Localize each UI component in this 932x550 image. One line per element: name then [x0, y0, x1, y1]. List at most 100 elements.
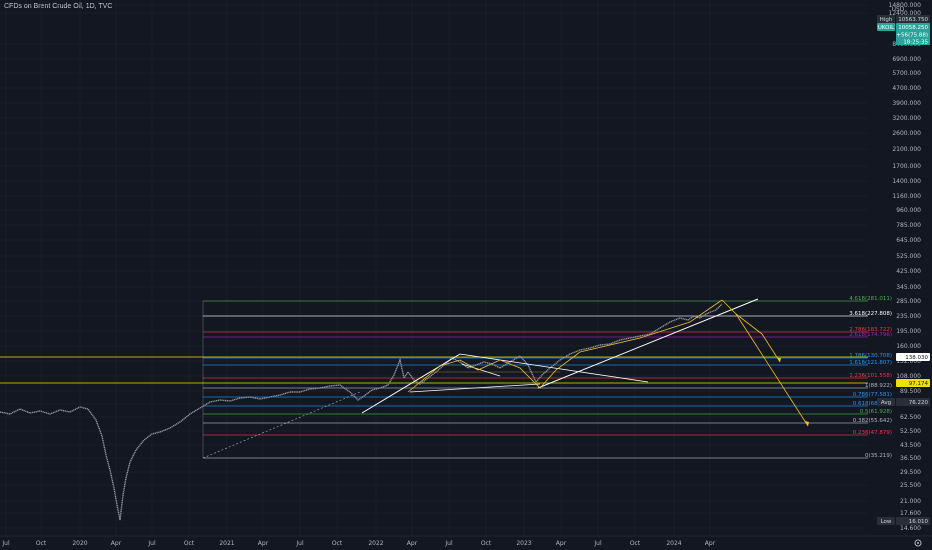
fib-level-label: 3.618(227.808): [849, 311, 892, 317]
price-tag-lvl-138: 138.030: [896, 353, 930, 361]
y-tick-label: 285.000: [896, 298, 921, 305]
price-tag-label: UKOIL: [878, 25, 895, 31]
x-tick-label: Jul: [295, 540, 304, 547]
y-tick-label: 4700.000: [892, 85, 921, 92]
y-tick-label: 2100.000: [892, 146, 921, 153]
y-tick-label: 2600.000: [892, 130, 921, 137]
y-tick-label: 25.500: [900, 482, 921, 489]
chart-title: CFDs on Brent Crude Oil, 1D, TVC: [4, 3, 113, 10]
fib-level-label: 0.5(61.928): [860, 409, 892, 415]
projection-arrow-2[interactable]: [761, 333, 781, 363]
x-tick-label: Apr: [705, 540, 716, 547]
x-tick-label: 2023: [516, 540, 531, 547]
ukoil-sub-text: +56(75.88): [896, 33, 928, 39]
price-tag-low: Low 16.010: [877, 517, 930, 525]
y-tick-label: 29.500: [900, 469, 921, 476]
fib-level-label: 0(35.219): [865, 453, 892, 459]
fib-level-label: 1(88.922): [865, 383, 892, 389]
price-tag-label: Low: [881, 519, 892, 525]
fib-level-label: 2.618(174.796): [849, 332, 892, 338]
y-tick-label: 525.000: [896, 253, 921, 260]
x-tick-label: 2021: [219, 540, 234, 547]
chart-drawings[interactable]: [361, 298, 809, 427]
y-tick-label: 645.000: [896, 237, 921, 244]
x-tick-label: Apr: [556, 540, 567, 547]
projection-arrow-3[interactable]: [735, 313, 809, 427]
y-tick-label: 62.500: [900, 414, 921, 421]
time-axis[interactable]: Jul Oct 2020 Apr Jul Oct 2021 Apr Jul Oct 2022 Apr J…: [0, 535, 932, 547]
y-tick-label: 43.500: [900, 442, 921, 449]
price-tag-lvl-97: 97.174: [896, 379, 930, 387]
chart-grid: [0, 0, 868, 536]
price-tag-avg: Avg 76.220: [877, 398, 930, 406]
x-tick-label: 2022: [368, 540, 383, 547]
y-tick-label: 3200.000: [892, 115, 921, 122]
settings-gear-icon[interactable]: [914, 539, 922, 547]
price-axis[interactable]: USD14800.00012400.0008400.0006900.000570…: [889, 2, 922, 532]
fib-level-label: 0.382(55.642): [853, 418, 892, 424]
x-tick-label: 2020: [72, 540, 87, 547]
horizontal-lines[interactable]: [0, 356, 868, 384]
y-tick-label: 960.000: [896, 207, 921, 214]
y-tick-label: 5700.000: [892, 70, 921, 77]
x-tick-label: Jul: [593, 540, 602, 547]
price-tag-value: 97.174: [909, 381, 929, 387]
y-tick-label: 235.000: [896, 313, 921, 320]
x-tick-label: Apr: [258, 540, 269, 547]
y-tick-label: 1160.000: [892, 193, 921, 200]
projection-arrow-1[interactable]: [735, 313, 763, 335]
price-series: [0, 303, 723, 521]
price-tag-value: 16.010: [909, 519, 929, 525]
y-tick-label: 160.000: [896, 343, 921, 350]
zigzag-pattern[interactable]: [407, 299, 723, 393]
price-tag-value: 76.220: [909, 400, 929, 406]
fib-level-label: 0.618(68.790): [853, 401, 892, 407]
x-tick-label: Oct: [36, 540, 47, 547]
price-tag-value: 10563.750: [898, 17, 928, 23]
channel-upper-right[interactable]: [537, 298, 759, 389]
y-tick-label: 21.000: [900, 498, 921, 505]
y-tick-label: 1700.000: [892, 163, 921, 170]
price-tag-label: Avg: [881, 400, 891, 406]
x-tick-label: Apr: [111, 540, 122, 547]
price-tag-value: 138.030: [905, 355, 928, 361]
y-tick-label: 132.000: [896, 358, 921, 365]
fib-level-label: 0.236(47.879): [853, 430, 892, 436]
fib-level-label: 1.618(121.807): [849, 360, 892, 366]
y-tick-label: 17.600: [900, 510, 921, 517]
price-tag-high: High 10563.750: [877, 15, 930, 23]
fib-level-label: 0.786(77.581): [853, 392, 892, 398]
y-tick-label: 1400.000: [892, 178, 921, 185]
channel-descending-upper[interactable]: [459, 353, 649, 383]
x-tick-label: Jul: [1, 540, 10, 547]
fib-level-label: 2.786(183.722): [849, 327, 892, 333]
y-tick-label: 89.500: [900, 388, 921, 395]
channel-descending-lower[interactable]: [409, 383, 541, 393]
x-tick-label: Jul: [444, 540, 453, 547]
y-tick-label: 785.000: [896, 222, 921, 229]
channel-inner[interactable]: [461, 363, 501, 377]
channel-upper-left[interactable]: [361, 353, 461, 414]
arrow-head-icon: [805, 421, 809, 426]
arrow-head-icon: [777, 358, 781, 362]
y-tick-label: 425.000: [896, 268, 921, 275]
x-tick-label: Apr: [407, 540, 418, 547]
y-tick-label: 52.500: [900, 428, 921, 435]
fibonacci-levels[interactable]: 4.618(281.011) 3.618(227.808) 2.786(183.72…: [202, 296, 892, 459]
x-tick-label: Oct: [481, 540, 492, 547]
fib-level-label: 1.786(130.708): [849, 353, 892, 359]
y-tick-label: 3900.000: [892, 100, 921, 107]
x-tick-label: Oct: [630, 540, 641, 547]
projection-path[interactable]: [721, 299, 737, 315]
y-tick-label: 6900.000: [892, 56, 921, 63]
y-tick-label: 12400.000: [889, 10, 922, 17]
fib-trendline[interactable]: [202, 391, 361, 459]
currency-label: USD: [892, 6, 905, 13]
fib-level-label: 1.236(101.558): [849, 373, 892, 379]
y-tick-label: 14.600: [900, 525, 921, 532]
y-tick-label: 345.000: [896, 284, 921, 291]
x-tick-label: Oct: [184, 540, 195, 547]
x-tick-label: Oct: [332, 540, 343, 547]
